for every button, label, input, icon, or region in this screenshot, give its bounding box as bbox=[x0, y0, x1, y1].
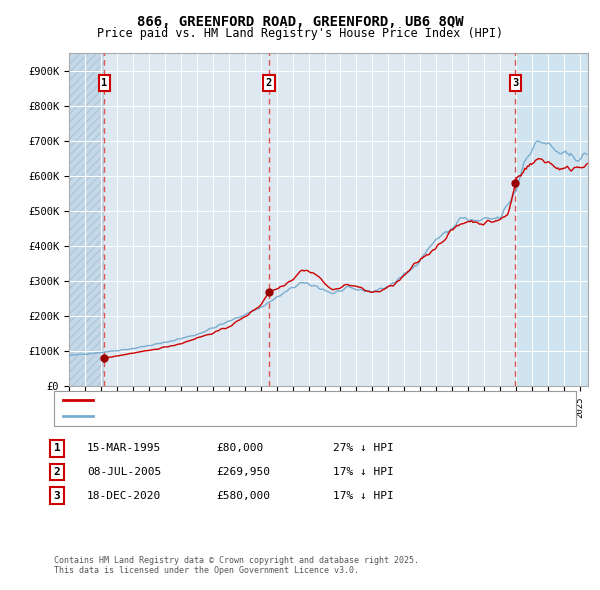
Text: 1: 1 bbox=[53, 444, 61, 453]
Text: £80,000: £80,000 bbox=[216, 444, 263, 453]
Text: 1: 1 bbox=[101, 78, 107, 88]
Bar bbox=[515, 53, 588, 386]
Text: £580,000: £580,000 bbox=[216, 491, 270, 500]
Text: 08-JUL-2005: 08-JUL-2005 bbox=[87, 467, 161, 477]
Text: £269,950: £269,950 bbox=[216, 467, 270, 477]
Text: 18-DEC-2020: 18-DEC-2020 bbox=[87, 491, 161, 500]
Text: Price paid vs. HM Land Registry's House Price Index (HPI): Price paid vs. HM Land Registry's House … bbox=[97, 27, 503, 40]
Text: 15-MAR-1995: 15-MAR-1995 bbox=[87, 444, 161, 453]
Text: 3: 3 bbox=[53, 491, 61, 500]
Text: 866, GREENFORD ROAD, GREENFORD, UB6 8QW: 866, GREENFORD ROAD, GREENFORD, UB6 8QW bbox=[137, 15, 463, 29]
Text: 2: 2 bbox=[53, 467, 61, 477]
Text: 17% ↓ HPI: 17% ↓ HPI bbox=[333, 467, 394, 477]
Text: 17% ↓ HPI: 17% ↓ HPI bbox=[333, 491, 394, 500]
Text: Contains HM Land Registry data © Crown copyright and database right 2025.
This d: Contains HM Land Registry data © Crown c… bbox=[54, 556, 419, 575]
Bar bbox=[69, 53, 104, 386]
Text: 2: 2 bbox=[266, 78, 272, 88]
Text: HPI: Average price, semi-detached house, Ealing: HPI: Average price, semi-detached house,… bbox=[97, 411, 373, 421]
Text: 27% ↓ HPI: 27% ↓ HPI bbox=[333, 444, 394, 453]
Text: 866, GREENFORD ROAD, GREENFORD, UB6 8QW (semi-detached house): 866, GREENFORD ROAD, GREENFORD, UB6 8QW … bbox=[97, 395, 455, 405]
Text: 3: 3 bbox=[512, 78, 518, 88]
